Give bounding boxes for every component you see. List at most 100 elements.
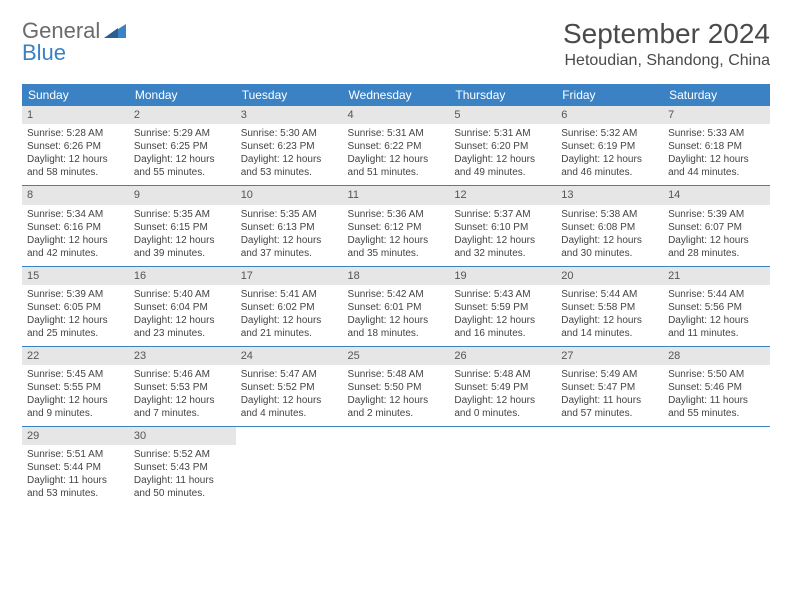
day-number: 30 <box>129 427 236 445</box>
day-body: Sunrise: 5:35 AMSunset: 6:13 PMDaylight:… <box>236 205 343 266</box>
day-body: Sunrise: 5:48 AMSunset: 5:50 PMDaylight:… <box>343 365 450 426</box>
day-line: and 21 minutes. <box>241 327 338 340</box>
day-line: Sunset: 5:53 PM <box>134 381 231 394</box>
day-body: Sunrise: 5:44 AMSunset: 5:58 PMDaylight:… <box>556 285 663 346</box>
day-body: Sunrise: 5:47 AMSunset: 5:52 PMDaylight:… <box>236 365 343 426</box>
day-body: Sunrise: 5:35 AMSunset: 6:15 PMDaylight:… <box>129 205 236 266</box>
day-line: Sunrise: 5:37 AM <box>454 208 551 221</box>
day-line: and 9 minutes. <box>27 407 124 420</box>
day-line: and 44 minutes. <box>668 166 765 179</box>
day-line: Daylight: 12 hours <box>27 153 124 166</box>
day-line: Sunset: 6:23 PM <box>241 140 338 153</box>
day-cell: 14Sunrise: 5:39 AMSunset: 6:07 PMDayligh… <box>663 186 770 266</box>
day-line: Sunrise: 5:42 AM <box>348 288 445 301</box>
day-line: Sunset: 5:47 PM <box>561 381 658 394</box>
day-number: 25 <box>343 347 450 365</box>
day-line: Sunset: 5:49 PM <box>454 381 551 394</box>
day-line: Daylight: 12 hours <box>668 314 765 327</box>
day-line: and 7 minutes. <box>134 407 231 420</box>
day-cell: ..... <box>343 427 450 507</box>
day-line: Sunset: 6:07 PM <box>668 221 765 234</box>
day-line: Sunset: 6:15 PM <box>134 221 231 234</box>
day-header: Sunday <box>22 84 129 106</box>
day-line: Sunrise: 5:32 AM <box>561 127 658 140</box>
day-cell: 9Sunrise: 5:35 AMSunset: 6:15 PMDaylight… <box>129 186 236 266</box>
day-line: Daylight: 12 hours <box>668 153 765 166</box>
day-cell: 12Sunrise: 5:37 AMSunset: 6:10 PMDayligh… <box>449 186 556 266</box>
day-line: Sunrise: 5:45 AM <box>27 368 124 381</box>
day-body: Sunrise: 5:46 AMSunset: 5:53 PMDaylight:… <box>129 365 236 426</box>
day-line: Daylight: 12 hours <box>348 234 445 247</box>
day-cell: 20Sunrise: 5:44 AMSunset: 5:58 PMDayligh… <box>556 266 663 346</box>
day-line: Sunset: 6:12 PM <box>348 221 445 234</box>
day-line: and 57 minutes. <box>561 407 658 420</box>
day-number: 12 <box>449 186 556 204</box>
day-header: Thursday <box>449 84 556 106</box>
day-number: 26 <box>449 347 556 365</box>
day-line: Daylight: 12 hours <box>134 153 231 166</box>
day-body: Sunrise: 5:50 AMSunset: 5:46 PMDaylight:… <box>663 365 770 426</box>
day-line: Sunrise: 5:39 AM <box>668 208 765 221</box>
day-line: Daylight: 11 hours <box>668 394 765 407</box>
day-line: Sunrise: 5:43 AM <box>454 288 551 301</box>
month-title: September 2024 <box>563 18 770 50</box>
day-line: and 49 minutes. <box>454 166 551 179</box>
day-body: Sunrise: 5:29 AMSunset: 6:25 PMDaylight:… <box>129 124 236 185</box>
day-body: Sunrise: 5:36 AMSunset: 6:12 PMDaylight:… <box>343 205 450 266</box>
day-line: Daylight: 12 hours <box>27 394 124 407</box>
day-line: and 28 minutes. <box>668 247 765 260</box>
day-line: and 14 minutes. <box>561 327 658 340</box>
day-line: and 25 minutes. <box>27 327 124 340</box>
day-body: Sunrise: 5:28 AMSunset: 6:26 PMDaylight:… <box>22 124 129 185</box>
day-line: Sunset: 6:22 PM <box>348 140 445 153</box>
day-body: Sunrise: 5:42 AMSunset: 6:01 PMDaylight:… <box>343 285 450 346</box>
day-number: 11 <box>343 186 450 204</box>
day-line: Sunrise: 5:29 AM <box>134 127 231 140</box>
day-line: Daylight: 12 hours <box>241 314 338 327</box>
day-line: Sunset: 6:18 PM <box>668 140 765 153</box>
day-line: Daylight: 12 hours <box>241 234 338 247</box>
day-line: Daylight: 12 hours <box>134 314 231 327</box>
day-number: 15 <box>22 267 129 285</box>
day-cell: 6Sunrise: 5:32 AMSunset: 6:19 PMDaylight… <box>556 106 663 186</box>
day-number: 21 <box>663 267 770 285</box>
day-line: Daylight: 12 hours <box>454 394 551 407</box>
day-line: Sunset: 6:20 PM <box>454 140 551 153</box>
day-cell: 18Sunrise: 5:42 AMSunset: 6:01 PMDayligh… <box>343 266 450 346</box>
day-cell: 19Sunrise: 5:43 AMSunset: 5:59 PMDayligh… <box>449 266 556 346</box>
day-line: and 16 minutes. <box>454 327 551 340</box>
day-number: 3 <box>236 106 343 124</box>
day-body: Sunrise: 5:40 AMSunset: 6:04 PMDaylight:… <box>129 285 236 346</box>
day-cell: 28Sunrise: 5:50 AMSunset: 5:46 PMDayligh… <box>663 346 770 426</box>
day-line: Sunrise: 5:49 AM <box>561 368 658 381</box>
day-line: Sunrise: 5:38 AM <box>561 208 658 221</box>
day-cell: 4Sunrise: 5:31 AMSunset: 6:22 PMDaylight… <box>343 106 450 186</box>
day-header: Monday <box>129 84 236 106</box>
day-line: Sunrise: 5:33 AM <box>668 127 765 140</box>
day-line: Sunset: 5:50 PM <box>348 381 445 394</box>
day-header: Wednesday <box>343 84 450 106</box>
day-cell: 21Sunrise: 5:44 AMSunset: 5:56 PMDayligh… <box>663 266 770 346</box>
day-body: Sunrise: 5:37 AMSunset: 6:10 PMDaylight:… <box>449 205 556 266</box>
day-cell: ..... <box>449 427 556 507</box>
day-line: Daylight: 12 hours <box>454 234 551 247</box>
day-line: Sunset: 6:01 PM <box>348 301 445 314</box>
day-line: Sunrise: 5:35 AM <box>241 208 338 221</box>
day-line: Daylight: 12 hours <box>134 234 231 247</box>
day-line: and 46 minutes. <box>561 166 658 179</box>
day-line: Sunrise: 5:48 AM <box>454 368 551 381</box>
day-body: Sunrise: 5:48 AMSunset: 5:49 PMDaylight:… <box>449 365 556 426</box>
day-line: Sunset: 6:25 PM <box>134 140 231 153</box>
day-line: Daylight: 12 hours <box>348 153 445 166</box>
day-line: Daylight: 12 hours <box>454 314 551 327</box>
day-line: Sunrise: 5:36 AM <box>348 208 445 221</box>
day-line: Daylight: 12 hours <box>668 234 765 247</box>
day-line: Sunrise: 5:52 AM <box>134 448 231 461</box>
day-body: Sunrise: 5:34 AMSunset: 6:16 PMDaylight:… <box>22 205 129 266</box>
day-header: Tuesday <box>236 84 343 106</box>
day-line: Sunset: 6:16 PM <box>27 221 124 234</box>
day-line: and 23 minutes. <box>134 327 231 340</box>
logo-text-blue: Blue <box>22 40 66 65</box>
day-line: Daylight: 12 hours <box>134 394 231 407</box>
day-line: Daylight: 12 hours <box>348 394 445 407</box>
